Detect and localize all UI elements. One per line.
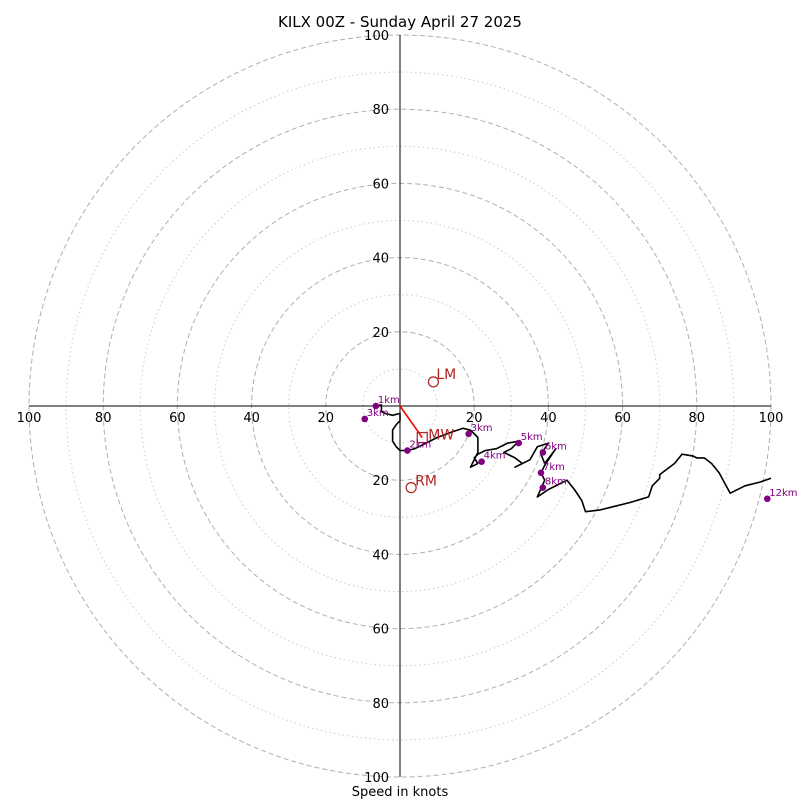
height-marker-dot: [478, 458, 485, 465]
left-mover-marker: [427, 376, 439, 388]
x-tick-label: 100: [759, 411, 784, 426]
hodograph-trace: [375, 404, 772, 513]
x-tick-labels: 100 80 60 40 20 20 40 60 80 100: [17, 411, 784, 426]
height-marker-label: 4km: [484, 451, 506, 462]
x-tick-label: 60: [614, 411, 631, 426]
y-tick-labels: 100 80 60 40 20 20 40 60 80 100: [364, 29, 389, 786]
height-marker-dot: [465, 430, 472, 438]
height-marker-label: 12km: [769, 488, 797, 499]
y-tick-label: 100: [364, 29, 389, 44]
x-tick-label: 80: [95, 411, 112, 426]
y-tick-label: 40: [372, 548, 389, 563]
height-marker-label: 6km: [545, 441, 567, 452]
x-tick-label: 80: [689, 411, 706, 426]
height-marker-label: 5km: [521, 432, 543, 443]
right-mover-label: RM: [415, 474, 437, 490]
chart-title: KILX 00Z - Sunday April 27 2025: [278, 13, 522, 31]
x-axis-label: Speed in knots: [352, 785, 449, 800]
y-tick-label: 20: [372, 474, 389, 489]
right-mover-marker: [405, 482, 417, 494]
height-marker-dot: [404, 447, 411, 454]
y-tick-label: 60: [372, 623, 389, 638]
x-tick-label: 20: [318, 411, 335, 426]
storm-motion-layer: LM RM MW: [399, 367, 456, 494]
x-tick-label: 40: [243, 411, 260, 426]
height-marker-dot: [763, 495, 771, 503]
y-tick-label: 100: [364, 771, 389, 786]
hodograph-layer: [375, 404, 772, 513]
height-marker-label: 7km: [543, 462, 565, 473]
height-marker-dot: [539, 449, 547, 456]
mean-wind-marker: [416, 431, 428, 444]
x-tick-label: 20: [466, 411, 483, 426]
x-tick-label: 100: [17, 411, 42, 426]
y-tick-label: 20: [372, 326, 389, 341]
y-tick-label: 80: [372, 103, 389, 118]
height-marker-label: 1km: [378, 395, 400, 406]
height-marker-label: 8km: [545, 477, 567, 488]
height-marker-label: 2km: [409, 440, 431, 451]
x-tick-label: 40: [540, 411, 557, 426]
y-tick-label: 40: [372, 252, 389, 267]
x-tick-label: 60: [169, 411, 186, 426]
left-mover-label: LM: [436, 367, 456, 383]
y-tick-label: 60: [372, 177, 389, 192]
height-marker-label: 3km: [367, 408, 389, 419]
y-tick-label: 80: [372, 697, 389, 712]
height-marker-dot: [539, 484, 547, 491]
height-marker-label: 3km: [471, 423, 493, 434]
height-marker-dot: [361, 415, 369, 423]
height-marker-dot: [537, 469, 545, 477]
height-marker-dot: [515, 439, 523, 447]
height-marker-dot: [372, 402, 380, 410]
mean-wind-label: MW: [428, 428, 454, 444]
